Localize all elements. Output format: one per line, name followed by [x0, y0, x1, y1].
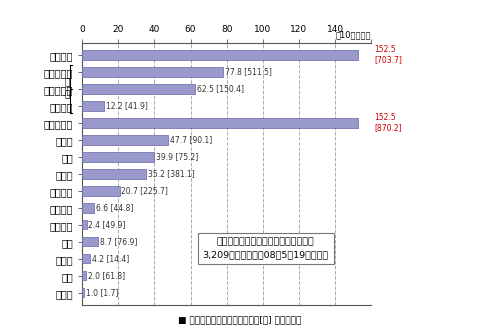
- Text: 12.2 [41.9]: 12.2 [41.9]: [106, 101, 148, 110]
- Text: 62.5 [150.4]: 62.5 [150.4]: [197, 84, 244, 93]
- Text: 2.4 [49.9]: 2.4 [49.9]: [88, 220, 126, 229]
- Bar: [82, 50, 358, 60]
- Bar: [82, 135, 168, 145]
- Text: 8.7 [76.9]: 8.7 [76.9]: [100, 237, 137, 246]
- Bar: [82, 118, 358, 128]
- Text: 35.2 [381.1]: 35.2 [381.1]: [147, 169, 194, 178]
- Text: 47.7 [90.1]: 47.7 [90.1]: [170, 136, 213, 145]
- Text: 4.2 [14.4]: 4.2 [14.4]: [92, 254, 129, 263]
- Text: ■ サブプライム関連損失額　　[　] 自己資本額: ■ サブプライム関連損失額 [ ] 自己資本額: [178, 316, 302, 325]
- Text: 39.9 [75.2]: 39.9 [75.2]: [156, 153, 198, 162]
- Bar: [82, 220, 86, 229]
- Text: 2.0 [61.8]: 2.0 [61.8]: [88, 271, 125, 280]
- Bar: [82, 67, 223, 77]
- Bar: [82, 271, 86, 280]
- Bar: [82, 203, 94, 212]
- Bar: [82, 237, 98, 246]
- Bar: [82, 169, 146, 178]
- Text: 内
訳: 内 訳: [64, 79, 70, 99]
- Text: 77.8 [511.5]: 77.8 [511.5]: [225, 67, 271, 76]
- Text: 6.6 [44.8]: 6.6 [44.8]: [96, 203, 133, 212]
- Text: （10億ドル）: （10億ドル）: [336, 30, 371, 39]
- Text: 152.5
[870.2]: 152.5 [870.2]: [374, 113, 402, 133]
- Text: 世界全体でのサブプライム関連損失額
3,209　億ドル　（08年5月19日時点）: 世界全体でのサブプライム関連損失額 3,209 億ドル （08年5月19日時点）: [203, 237, 329, 259]
- Text: 152.5
[703.7]: 152.5 [703.7]: [374, 45, 402, 65]
- Bar: [82, 101, 104, 111]
- Text: 20.7 [225.7]: 20.7 [225.7]: [121, 186, 168, 195]
- Text: 1.0 [1.7]: 1.0 [1.7]: [86, 288, 118, 297]
- Bar: [82, 84, 195, 94]
- Bar: [82, 152, 154, 162]
- Bar: [82, 288, 84, 297]
- Bar: [82, 186, 120, 195]
- Bar: [82, 254, 90, 263]
